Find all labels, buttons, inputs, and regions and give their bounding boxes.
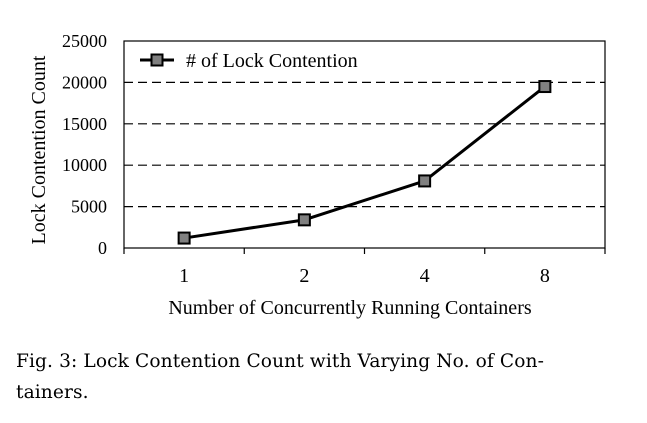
gridlines [124, 81, 605, 208]
y-tick-label: 10000 [62, 155, 107, 175]
plot-frame [123, 40, 606, 249]
x-axis-label: Number of Concurrently Running Container… [168, 297, 531, 319]
y-tick-label: 5000 [71, 197, 107, 217]
caption-line-2: tainers. [16, 382, 89, 403]
y-axis-ticks: 0 5000 10000 15000 20000 25000 [62, 31, 107, 258]
x-tick-label: 8 [540, 265, 550, 287]
x-tick-label: 1 [179, 265, 189, 287]
legend: # of Lock Contention [140, 50, 358, 72]
series-lock-contention [177, 80, 552, 245]
data-point [297, 213, 311, 227]
data-point [418, 174, 432, 188]
x-tick-label: 2 [299, 265, 309, 287]
data-point [177, 231, 191, 245]
legend-marker [150, 53, 164, 67]
y-axis-label: Lock Contention Count [28, 55, 50, 244]
legend-label: # of Lock Contention [186, 50, 358, 72]
data-point [538, 80, 552, 94]
series-line [183, 85, 546, 240]
x-tick-label: 4 [420, 265, 430, 287]
x-axis-ticks: 1 2 4 8 [123, 248, 606, 287]
y-tick-label: 20000 [62, 72, 107, 92]
y-tick-label: 0 [98, 238, 107, 258]
lock-contention-chart: 0 5000 10000 15000 20000 25000 1 2 4 8 # of Lock… [28, 31, 606, 319]
y-tick-label: 15000 [62, 114, 107, 134]
y-tick-label: 25000 [62, 31, 107, 51]
figure-caption: Fig. 3: Lock Contention Count with Varyi… [16, 346, 630, 408]
caption-line-1: Fig. 3: Lock Contention Count with Varyi… [16, 351, 544, 372]
